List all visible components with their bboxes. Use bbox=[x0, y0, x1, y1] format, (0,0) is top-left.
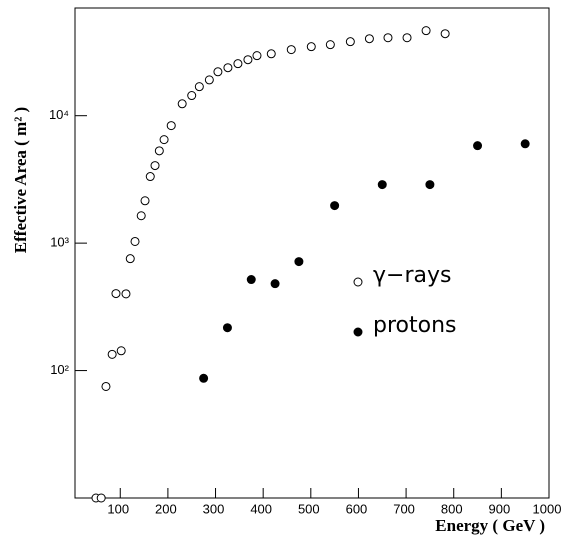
data-point bbox=[223, 63, 233, 73]
data-point bbox=[345, 37, 355, 47]
x-tick-label: 900 bbox=[489, 501, 511, 516]
data-point bbox=[520, 139, 530, 149]
data-point bbox=[252, 51, 262, 61]
x-tick-label: 600 bbox=[346, 501, 368, 516]
data-point bbox=[177, 99, 187, 109]
data-point bbox=[286, 45, 296, 55]
data-point bbox=[140, 196, 150, 206]
data-point bbox=[187, 91, 197, 101]
data-point bbox=[425, 180, 435, 190]
legend-label: γ−rays bbox=[373, 263, 451, 288]
data-point bbox=[136, 211, 146, 221]
y-tick-label: 10⁴ bbox=[49, 107, 69, 122]
y-tick-label: 10² bbox=[50, 362, 69, 377]
x-tick-label: 500 bbox=[298, 501, 320, 516]
data-point bbox=[96, 493, 106, 503]
data-point bbox=[266, 49, 276, 59]
data-point bbox=[145, 172, 155, 182]
data-point bbox=[213, 67, 223, 77]
data-point bbox=[194, 82, 204, 92]
data-point bbox=[294, 257, 304, 267]
data-point bbox=[111, 289, 121, 299]
y-axis-title: Effective Area ( m² ) bbox=[11, 107, 30, 253]
plot-frame bbox=[74, 7, 550, 499]
data-point bbox=[473, 141, 483, 151]
data-point bbox=[402, 33, 412, 43]
data-point bbox=[159, 135, 169, 145]
data-point bbox=[116, 346, 126, 356]
legend-marker bbox=[353, 277, 363, 287]
data-point bbox=[243, 55, 253, 65]
data-point bbox=[130, 236, 140, 246]
data-point bbox=[121, 289, 131, 299]
data-point bbox=[246, 275, 256, 285]
data-point bbox=[199, 373, 209, 383]
data-point bbox=[306, 42, 316, 52]
x-tick-label: 700 bbox=[393, 501, 415, 516]
data-point bbox=[377, 180, 387, 190]
data-point bbox=[204, 75, 214, 85]
data-point bbox=[101, 381, 111, 391]
data-point bbox=[233, 59, 243, 69]
data-point bbox=[325, 40, 335, 50]
data-point bbox=[421, 26, 431, 36]
data-point bbox=[107, 349, 117, 359]
legend-label: protons bbox=[373, 313, 456, 338]
data-point bbox=[154, 146, 164, 156]
y-tick-label: 10³ bbox=[50, 235, 69, 250]
x-tick-label: 1000 bbox=[533, 501, 562, 516]
x-axis-title: Energy ( GeV ) bbox=[435, 516, 545, 535]
x-tick-label: 800 bbox=[441, 501, 463, 516]
data-point bbox=[440, 29, 450, 39]
x-tick-label: 100 bbox=[107, 501, 129, 516]
data-point bbox=[125, 254, 135, 264]
x-tick-label: 400 bbox=[250, 501, 272, 516]
data-point bbox=[166, 121, 176, 131]
x-tick-label: 200 bbox=[155, 501, 177, 516]
data-point bbox=[270, 279, 280, 289]
data-point bbox=[364, 34, 374, 44]
data-point bbox=[222, 323, 232, 333]
legend-marker bbox=[353, 327, 363, 337]
x-tick-label: 300 bbox=[203, 501, 225, 516]
data-point bbox=[330, 201, 340, 211]
data-point bbox=[383, 33, 393, 43]
data-point bbox=[150, 161, 160, 171]
